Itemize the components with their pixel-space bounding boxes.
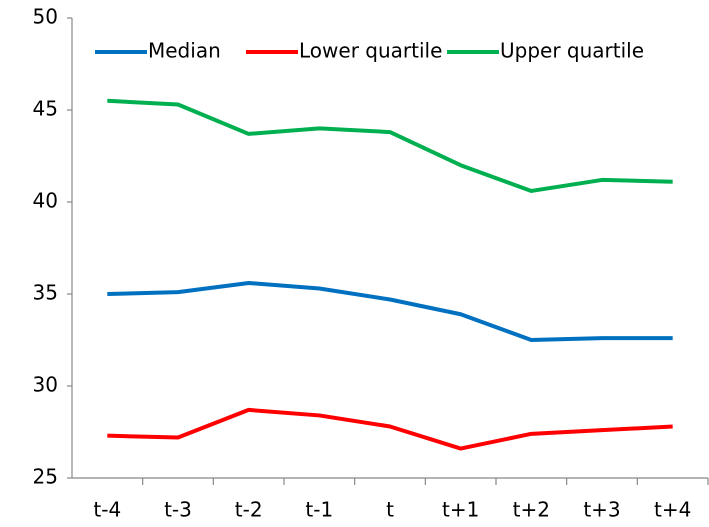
- series-line: [107, 407, 673, 451]
- x-tick-label: t-3: [164, 498, 192, 522]
- x-tick-label: t+1: [442, 498, 479, 522]
- y-tick-label: 40: [33, 189, 58, 213]
- y-tick-label: 25: [33, 465, 58, 489]
- legend-label: Median: [148, 39, 221, 63]
- series-line: [107, 280, 673, 342]
- x-tick-label: t: [386, 498, 394, 522]
- y-tick-label: 45: [33, 97, 58, 121]
- x-tick-label: t+2: [513, 498, 550, 522]
- x-tick-label: t+4: [654, 498, 691, 522]
- y-tick-label: 30: [33, 373, 58, 397]
- y-tick-label: 50: [33, 5, 58, 29]
- x-tick-label: t-2: [235, 498, 263, 522]
- x-tick-label: t-1: [305, 498, 333, 522]
- x-tick-label: t+3: [583, 498, 620, 522]
- legend-label: Upper quartile: [500, 39, 644, 63]
- x-tick-label: t-4: [93, 498, 121, 522]
- y-tick-label: 35: [33, 281, 58, 305]
- series-line: [107, 98, 673, 193]
- legend-label: Lower quartile: [299, 39, 442, 63]
